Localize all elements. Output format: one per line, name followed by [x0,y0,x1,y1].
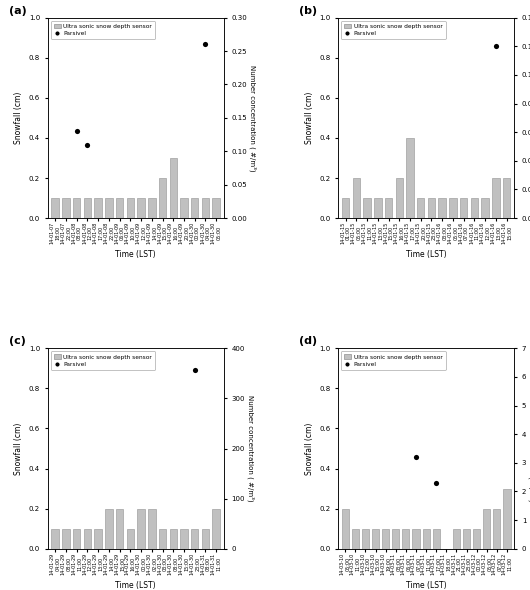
Bar [62,529,70,549]
Bar [422,529,430,549]
Y-axis label: Number concentration ( #/m³): Number concentration ( #/m³) [247,395,254,502]
Bar [432,529,440,549]
Bar [170,529,177,549]
Bar [213,509,220,549]
Text: (d): (d) [299,336,317,346]
Point [73,126,81,136]
Bar [492,178,500,218]
Bar [105,509,113,549]
Bar [471,198,478,218]
Bar [449,198,457,218]
Bar [412,529,420,549]
Bar [213,198,220,218]
Bar [84,198,91,218]
Y-axis label: Snowfall (cm): Snowfall (cm) [305,91,314,144]
Bar [407,138,414,218]
Bar [503,178,510,218]
Bar [137,509,145,549]
Bar [402,529,409,549]
Bar [362,529,369,549]
Bar [94,198,102,218]
Bar [493,509,500,549]
Bar [202,529,209,549]
Bar [137,198,145,218]
Bar [352,178,360,218]
X-axis label: Time (LST): Time (LST) [406,581,446,589]
Bar [105,198,113,218]
Bar [374,198,382,218]
Y-axis label: Number concentration ( #/m³): Number concentration ( #/m³) [528,395,530,502]
Point [190,365,199,375]
Bar [385,198,392,218]
Bar [84,529,91,549]
Bar [51,198,59,218]
Text: (a): (a) [9,6,26,16]
Bar [463,529,470,549]
Y-axis label: Snowfall (cm): Snowfall (cm) [14,422,23,475]
X-axis label: Time (LST): Time (LST) [116,581,156,589]
Bar [481,198,489,218]
Text: (b): (b) [299,6,317,16]
Bar [127,198,134,218]
Point [83,140,92,149]
Point [201,40,210,49]
Bar [504,489,510,549]
Bar [191,529,198,549]
Bar [372,529,379,549]
Bar [73,529,81,549]
Point [412,453,420,462]
Bar [159,529,166,549]
Bar [127,529,134,549]
Bar [392,529,399,549]
Bar [180,529,188,549]
Bar [73,198,81,218]
Bar [342,509,349,549]
Bar [94,529,102,549]
Bar [116,509,123,549]
Bar [116,198,123,218]
Y-axis label: Snowfall (cm): Snowfall (cm) [305,422,314,475]
Bar [352,529,359,549]
Legend: Ultra sonic snow depth sensor, Parsivel: Ultra sonic snow depth sensor, Parsivel [341,21,446,39]
Bar [473,529,480,549]
Y-axis label: Snowfall (cm): Snowfall (cm) [14,91,23,144]
Point [492,42,500,51]
Bar [460,198,467,218]
Point [432,478,440,487]
Bar [159,178,166,218]
Bar [180,198,188,218]
Bar [428,198,435,218]
Legend: Ultra sonic snow depth sensor, Parsivel: Ultra sonic snow depth sensor, Parsivel [51,21,155,39]
Bar [453,529,460,549]
Bar [148,509,155,549]
Bar [148,198,155,218]
Bar [417,198,425,218]
Bar [382,529,389,549]
Bar [483,509,490,549]
Bar [202,198,209,218]
Legend: Ultra sonic snow depth sensor, Parsivel: Ultra sonic snow depth sensor, Parsivel [341,351,446,370]
Bar [364,198,371,218]
Bar [170,158,177,218]
Bar [191,198,198,218]
Bar [438,198,446,218]
Bar [51,529,59,549]
Legend: Ultra sonic snow depth sensor, Parsivel: Ultra sonic snow depth sensor, Parsivel [51,351,155,370]
Bar [62,198,70,218]
Text: (c): (c) [9,336,26,346]
Bar [395,178,403,218]
X-axis label: Time (LST): Time (LST) [406,250,446,259]
X-axis label: Time (LST): Time (LST) [116,250,156,259]
Y-axis label: Number concentration ( #/m³): Number concentration ( #/m³) [249,64,257,171]
Bar [342,198,349,218]
